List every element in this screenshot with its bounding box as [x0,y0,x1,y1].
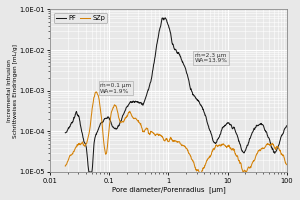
Legend: PF, SZp: PF, SZp [53,13,107,23]
PF [255,124,258,126]
PF [64,132,67,134]
SZp [64,165,67,167]
SZp [255,153,258,155]
SZp [198,173,202,175]
SZp [285,163,289,166]
Line: SZp: SZp [65,92,287,175]
X-axis label: Pore diameter/Porenradius  [µm]: Pore diameter/Porenradius [µm] [112,186,225,193]
PF [87,171,91,173]
PF [193,95,196,97]
SZp [95,91,98,93]
Text: ḿ=0.1 µm
WA=1.9%: ḿ=0.1 µm WA=1.9% [100,82,131,94]
Text: ḿ=2.3 µm
WA=13.9%: ḿ=2.3 µm WA=13.9% [195,52,228,63]
PF [285,125,289,127]
SZp [192,163,196,165]
PF [77,115,81,117]
PF [163,17,167,19]
Line: PF: PF [65,18,287,172]
SZp [199,174,202,176]
Y-axis label: Incremental Intrusion
Schrittweises Eindringen [mL/g]: Incremental Intrusion Schrittweises Eind… [7,44,18,138]
SZp [232,148,236,151]
SZp [77,142,81,145]
PF [232,126,236,129]
SZp [205,159,209,161]
PF [199,103,202,106]
PF [205,120,209,123]
